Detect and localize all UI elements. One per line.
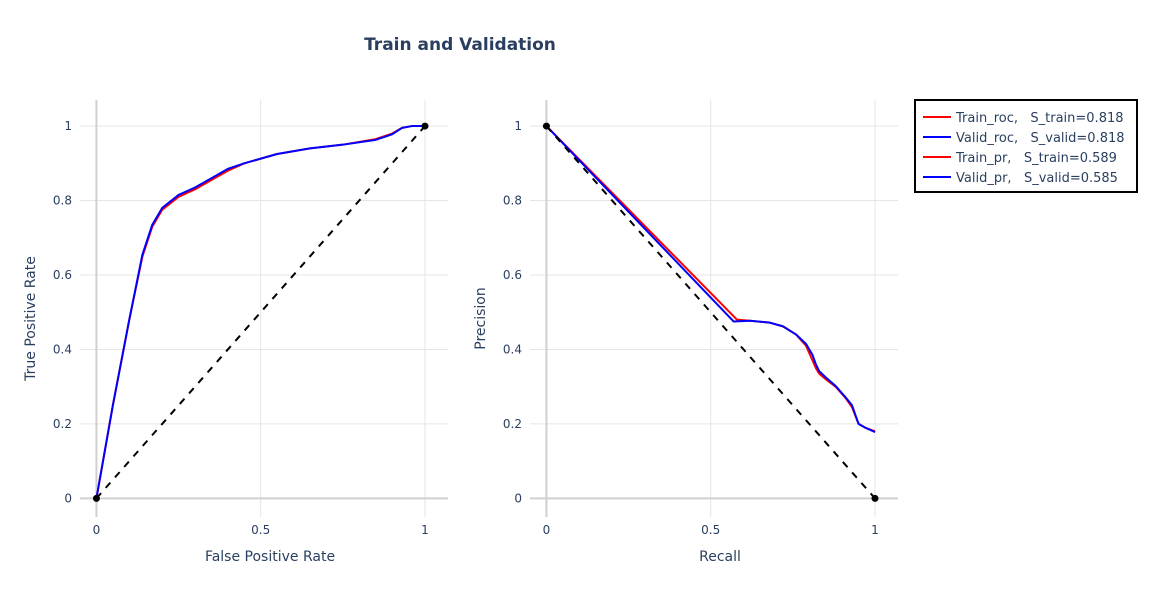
reference-point-marker [542, 122, 550, 130]
reference-point-marker [871, 494, 879, 502]
y-tick-label: 0.6 [53, 268, 72, 282]
x-tick-label: 0.5 [701, 523, 720, 537]
x-tick-label: 0 [93, 523, 101, 537]
x-axis-title: Recall [699, 549, 741, 565]
y-tick-label: 0.4 [53, 342, 72, 356]
pr-subplot: 0 0.2 0.4 0.6 0.8 1 0 0.5 1 Recall Precision [473, 100, 898, 565]
legend-label: Valid_pr, S_valid=0.585 [956, 171, 1118, 186]
y-axis-title: True Positive Rate [23, 256, 39, 382]
legend: Train_roc, S_train=0.818 Valid_roc, S_val… [914, 99, 1138, 193]
x-tick-label: 0 [543, 523, 551, 537]
y-tick-label: 0.4 [503, 342, 522, 356]
legend-label: Valid_roc, S_valid=0.818 [956, 131, 1125, 146]
y-tick-label: 0.6 [503, 268, 522, 282]
y-tick-label: 0.2 [53, 417, 72, 431]
reference-point-marker [92, 494, 100, 502]
y-tick-label: 0.8 [53, 194, 72, 208]
reference-point-marker [421, 122, 429, 130]
y-tick-label: 0.2 [503, 417, 522, 431]
legend-label: Train_roc, S_train=0.818 [955, 111, 1124, 126]
y-tick-label: 0 [514, 491, 522, 505]
legend-box [914, 99, 1138, 193]
x-tick-label: 1 [421, 523, 429, 537]
y-axis-title: Precision [473, 287, 489, 349]
x-tick-label: 0.5 [251, 523, 270, 537]
chart-title: Train and Validation [364, 35, 556, 55]
y-tick-label: 1 [514, 119, 522, 133]
y-tick-label: 1 [64, 119, 72, 133]
x-tick-label: 1 [871, 523, 879, 537]
valid-roc-line [95, 125, 425, 499]
y-tick-label: 0.8 [503, 194, 522, 208]
roc-subplot: 0 0.2 0.4 0.6 0.8 1 0 0.5 1 False Positive Rate Tr… [23, 100, 448, 565]
y-tick-label: 0 [64, 491, 72, 505]
valid-pr-line [545, 125, 876, 434]
legend-label: Train_pr, S_train=0.589 [955, 151, 1117, 166]
x-axis-title: False Positive Rate [205, 549, 335, 565]
